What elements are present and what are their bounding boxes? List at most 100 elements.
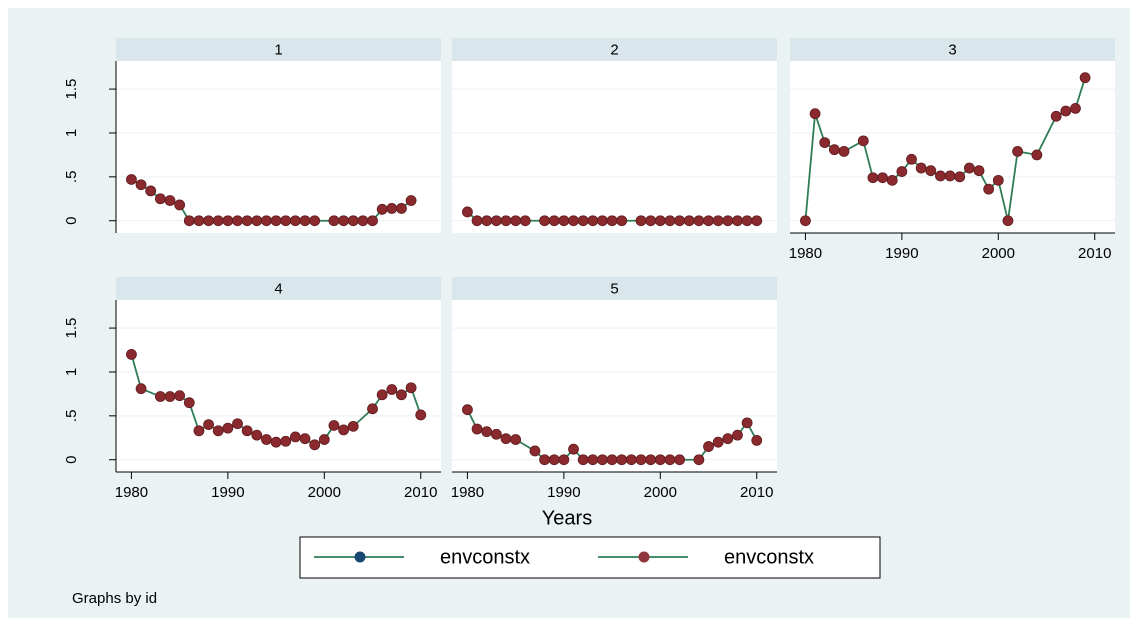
x-axis-title: Years bbox=[542, 507, 592, 529]
y-tick-label: 1.5 bbox=[63, 79, 80, 100]
point bbox=[741, 417, 753, 429]
point bbox=[703, 441, 714, 452]
point bbox=[616, 454, 628, 466]
point bbox=[232, 215, 243, 227]
point bbox=[289, 215, 301, 227]
point bbox=[654, 215, 666, 227]
point bbox=[722, 433, 734, 445]
point bbox=[328, 420, 340, 431]
point bbox=[481, 215, 493, 227]
point bbox=[183, 215, 195, 227]
point bbox=[510, 434, 522, 445]
point bbox=[935, 170, 946, 182]
point bbox=[490, 215, 502, 227]
point bbox=[471, 215, 483, 227]
x-tick-label: 1980 bbox=[451, 484, 484, 501]
point bbox=[328, 215, 340, 227]
point bbox=[693, 215, 705, 227]
point bbox=[645, 215, 657, 227]
point bbox=[674, 215, 685, 227]
point bbox=[241, 215, 253, 227]
panel-header bbox=[452, 38, 777, 61]
point bbox=[135, 179, 147, 191]
point bbox=[154, 193, 166, 205]
point bbox=[386, 384, 398, 395]
point bbox=[800, 215, 811, 227]
y-tick-label: 1 bbox=[63, 368, 80, 376]
point bbox=[367, 403, 378, 415]
point bbox=[1079, 72, 1091, 84]
point bbox=[462, 404, 473, 416]
legend-label: envconstx bbox=[440, 546, 530, 568]
point bbox=[751, 435, 763, 446]
point bbox=[712, 436, 724, 448]
point bbox=[616, 215, 628, 227]
point bbox=[462, 206, 473, 218]
point bbox=[347, 215, 359, 227]
point bbox=[741, 215, 753, 227]
point bbox=[471, 423, 483, 435]
point bbox=[183, 397, 195, 409]
point bbox=[1031, 149, 1043, 161]
x-tick-label: 1990 bbox=[547, 484, 580, 501]
point bbox=[886, 174, 898, 186]
point bbox=[261, 215, 272, 227]
point bbox=[280, 435, 292, 447]
point bbox=[674, 454, 685, 466]
point bbox=[819, 137, 831, 149]
plot-area bbox=[452, 61, 777, 233]
point bbox=[212, 215, 224, 227]
point bbox=[973, 165, 985, 177]
point bbox=[270, 215, 282, 227]
point bbox=[915, 162, 927, 174]
point bbox=[732, 215, 743, 227]
y-tick-label: 1.5 bbox=[63, 318, 80, 339]
point bbox=[838, 145, 850, 157]
point bbox=[703, 215, 714, 227]
point bbox=[338, 424, 349, 436]
point bbox=[597, 215, 608, 227]
point bbox=[857, 135, 869, 147]
point bbox=[164, 195, 176, 206]
point bbox=[664, 215, 676, 227]
point bbox=[896, 166, 908, 177]
x-tick-label: 2010 bbox=[404, 484, 437, 501]
point bbox=[203, 215, 214, 227]
point bbox=[1070, 102, 1081, 114]
point bbox=[357, 215, 369, 227]
x-tick-label: 2000 bbox=[644, 484, 677, 501]
x-tick-label: 1990 bbox=[885, 245, 918, 262]
point bbox=[867, 172, 879, 184]
point bbox=[587, 454, 599, 466]
panel-header bbox=[116, 277, 441, 300]
point bbox=[693, 454, 705, 466]
legend-label: envconstx bbox=[724, 546, 814, 568]
point bbox=[1002, 215, 1014, 227]
panel-title: 1 bbox=[274, 41, 282, 58]
point bbox=[992, 174, 1004, 186]
point bbox=[347, 420, 359, 432]
point bbox=[270, 436, 282, 448]
panel-title: 5 bbox=[610, 280, 618, 297]
point bbox=[558, 454, 570, 466]
point bbox=[539, 454, 550, 466]
point bbox=[251, 215, 263, 227]
point bbox=[963, 162, 975, 174]
y-tick-label: 0 bbox=[63, 456, 80, 464]
point bbox=[222, 422, 234, 434]
point bbox=[828, 144, 840, 156]
y-tick-label: 0 bbox=[63, 217, 80, 225]
point bbox=[635, 215, 647, 227]
x-tick-label: 1980 bbox=[115, 484, 148, 501]
point bbox=[519, 215, 531, 227]
point bbox=[376, 203, 388, 215]
point bbox=[289, 431, 301, 443]
point bbox=[500, 215, 512, 227]
point bbox=[280, 215, 292, 227]
point bbox=[635, 454, 647, 466]
point bbox=[241, 425, 253, 437]
point bbox=[1060, 105, 1072, 117]
point bbox=[625, 454, 637, 466]
point bbox=[568, 215, 579, 227]
